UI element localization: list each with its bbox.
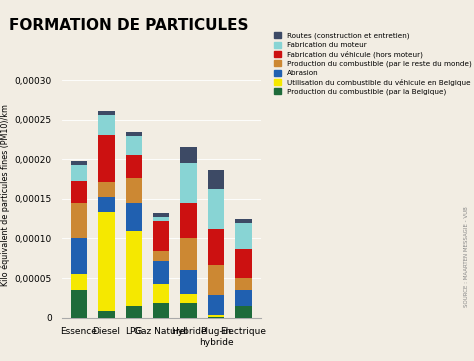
Bar	[98, 115, 115, 135]
Bar	[126, 135, 142, 155]
Bar	[153, 217, 169, 221]
Text: SOURCE : MAARTEN MESSAGIE - VUB: SOURCE : MAARTEN MESSAGIE - VUB	[465, 206, 469, 307]
Bar	[71, 239, 87, 274]
Bar	[180, 270, 197, 294]
Bar	[208, 229, 224, 265]
Bar	[126, 132, 142, 135]
Bar	[208, 317, 224, 318]
Bar	[235, 249, 252, 278]
Bar	[208, 295, 224, 314]
Bar	[153, 261, 169, 284]
Bar	[180, 294, 197, 304]
Bar	[180, 304, 197, 318]
Bar	[235, 278, 252, 290]
Bar	[180, 239, 197, 270]
Bar	[98, 135, 115, 182]
Bar	[235, 306, 252, 318]
Bar	[71, 290, 87, 318]
Bar	[208, 265, 224, 295]
Bar	[126, 203, 142, 231]
Legend: Routes (construction et entretien), Fabrication du moteur, Fabrication du véhicu: Routes (construction et entretien), Fabr…	[274, 32, 472, 95]
Bar	[153, 304, 169, 318]
Bar	[235, 290, 252, 306]
Bar	[126, 231, 142, 306]
Bar	[153, 221, 169, 251]
Text: FORMATION DE PARTICULES: FORMATION DE PARTICULES	[9, 18, 249, 33]
Bar	[153, 251, 169, 261]
Bar	[71, 181, 87, 203]
Bar	[126, 155, 142, 178]
Bar	[126, 178, 142, 203]
Bar	[208, 170, 224, 190]
Bar	[235, 219, 252, 223]
Bar	[153, 284, 169, 304]
Bar	[208, 314, 224, 317]
Bar	[153, 213, 169, 217]
Bar	[98, 182, 115, 196]
Bar	[71, 165, 87, 181]
Y-axis label: Kilo équivalent de particules fines (PM10)/km: Kilo équivalent de particules fines (PM1…	[1, 104, 10, 286]
Bar	[126, 306, 142, 318]
Bar	[208, 190, 224, 229]
Bar	[180, 163, 197, 203]
Bar	[98, 196, 115, 212]
Bar	[98, 212, 115, 311]
Bar	[180, 203, 197, 239]
Bar	[98, 111, 115, 115]
Bar	[71, 161, 87, 165]
Bar	[71, 203, 87, 239]
Bar	[98, 311, 115, 318]
Bar	[235, 223, 252, 249]
Bar	[71, 274, 87, 290]
Bar	[180, 147, 197, 163]
